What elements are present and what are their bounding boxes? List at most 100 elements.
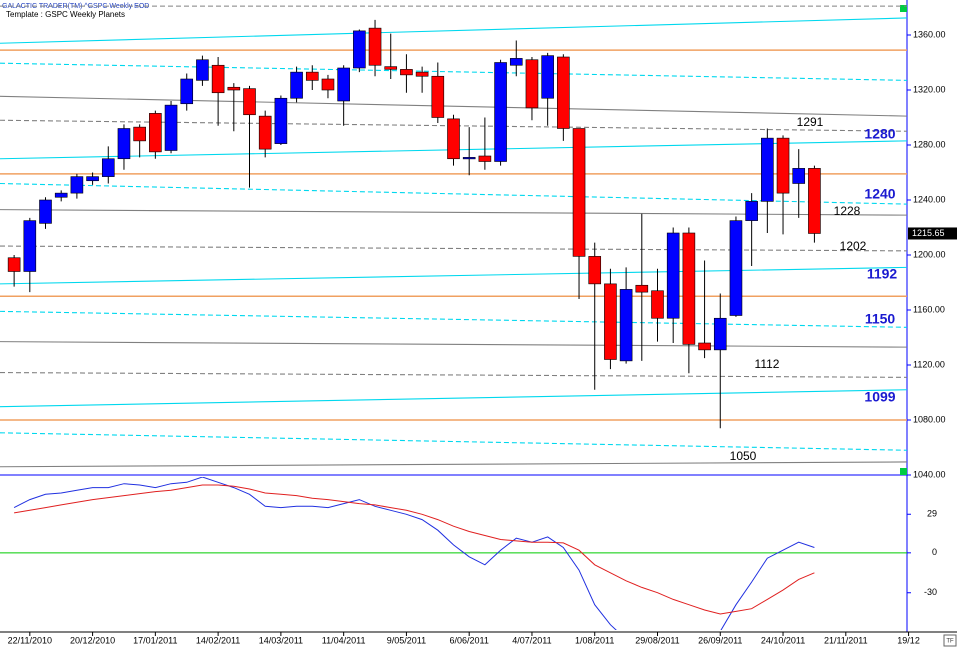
candle-body <box>180 78 194 105</box>
candle-body <box>761 137 774 202</box>
candle-body <box>713 317 727 351</box>
candle-body <box>353 30 366 69</box>
level-annotation: 1099 <box>864 389 895 405</box>
candle-body <box>305 71 319 81</box>
candle-body <box>39 199 52 224</box>
y-tick-label: 1240.00 <box>913 194 946 204</box>
planet-line <box>0 341 907 348</box>
x-tick-label: 1/08/2011 <box>575 635 614 645</box>
candle-body <box>368 27 382 66</box>
x-tick-label: 21/11/2011 <box>824 635 868 645</box>
planet-line <box>0 95 907 117</box>
candle-body <box>290 71 303 99</box>
x-tick-label: 24/10/2011 <box>761 635 805 645</box>
y-tick-label: 1360.00 <box>913 29 946 39</box>
last-price-box <box>908 227 957 240</box>
level-annotation: 1202 <box>840 239 867 253</box>
candle-body <box>572 128 586 257</box>
oscillator-line <box>14 484 815 615</box>
planet-line <box>0 245 907 252</box>
level-annotation: 1150 <box>865 311 896 327</box>
candle-body <box>525 59 539 109</box>
candle-body <box>588 256 602 285</box>
level-annotation: 1228 <box>834 204 861 218</box>
candle-body <box>462 157 476 160</box>
candle-body <box>7 257 21 272</box>
corner-marker <box>900 468 907 475</box>
candle-body <box>415 71 429 77</box>
x-tick-label: 11/04/2011 <box>322 635 366 645</box>
planet-line <box>0 461 907 468</box>
candle-body <box>227 86 241 91</box>
y-tick-label: 1280.00 <box>913 139 946 149</box>
x-tick-label: 20/12/2010 <box>70 635 115 645</box>
planet-line <box>0 432 907 451</box>
candle-body <box>23 220 37 272</box>
y-tick-label: 1080.00 <box>913 414 946 424</box>
oscillator-panel <box>0 477 907 630</box>
candle-body <box>258 115 272 150</box>
candle-body <box>698 342 711 351</box>
candle-body <box>196 59 209 81</box>
level-annotation: 1112 <box>755 357 780 371</box>
candle-body <box>101 158 115 177</box>
last-price-label: 1215.65 <box>912 228 945 238</box>
candle-body <box>164 104 178 151</box>
x-tick-label: 9/05/2011 <box>387 635 426 645</box>
x-tick-label: 4/07/2011 <box>512 635 551 645</box>
x-tick-label: 22/11/2010 <box>8 635 52 645</box>
planet-line <box>0 389 907 408</box>
candle-body <box>431 75 445 118</box>
candle-body <box>117 128 131 160</box>
candle-body <box>478 155 492 162</box>
x-tick-label: 14/03/2011 <box>259 635 303 645</box>
candle-body <box>211 64 225 94</box>
tf-label[interactable]: TF <box>946 639 954 645</box>
level-annotation: 1050 <box>730 449 757 463</box>
y-tick-label: 29 <box>927 509 937 519</box>
x-tick-label: 26/09/2011 <box>698 635 742 645</box>
candle-body <box>729 220 743 316</box>
x-tick-label: 14/02/2011 <box>196 635 240 645</box>
candle-body <box>745 201 758 221</box>
candle-body <box>808 168 821 234</box>
y-tick-label: -30 <box>924 587 937 597</box>
candle-body <box>666 232 680 319</box>
candle-body <box>321 78 335 91</box>
x-tick-label: 19/12 <box>897 635 920 645</box>
candle-body <box>400 69 413 76</box>
candle-body <box>384 66 398 70</box>
candle-body <box>604 283 617 360</box>
y-tick-label: 1320.00 <box>913 84 946 94</box>
planet-line <box>0 310 907 328</box>
candle-body <box>494 62 507 162</box>
planet-line <box>0 17 907 44</box>
planet-line <box>0 182 907 205</box>
planet-line <box>0 372 907 378</box>
candle-body <box>509 58 523 66</box>
tf-box[interactable] <box>943 634 957 647</box>
corner-marker <box>900 5 907 12</box>
price-panel <box>0 5 907 468</box>
level-annotation: 1291 <box>797 115 824 129</box>
candle-body <box>70 176 84 194</box>
y-tick-label: 1120.00 <box>913 359 945 369</box>
candle-body <box>541 55 554 99</box>
level-annotation: 1240 <box>864 186 895 202</box>
candle-body <box>133 126 146 142</box>
candle-body <box>447 118 460 160</box>
candle-body <box>337 67 350 102</box>
candle-body <box>54 192 68 198</box>
candle-body <box>557 56 570 129</box>
candle-body <box>619 289 633 362</box>
candle-body <box>776 137 790 194</box>
x-tick-label: 6/06/2011 <box>450 635 489 645</box>
planet-line <box>0 266 907 285</box>
oscillator-line <box>13 477 815 630</box>
chart-subtitle: Template : GSPC Weekly Planets <box>6 10 125 19</box>
y-tick-label: 0 <box>932 547 937 557</box>
candle-body <box>682 232 696 345</box>
planet-line <box>0 62 907 81</box>
